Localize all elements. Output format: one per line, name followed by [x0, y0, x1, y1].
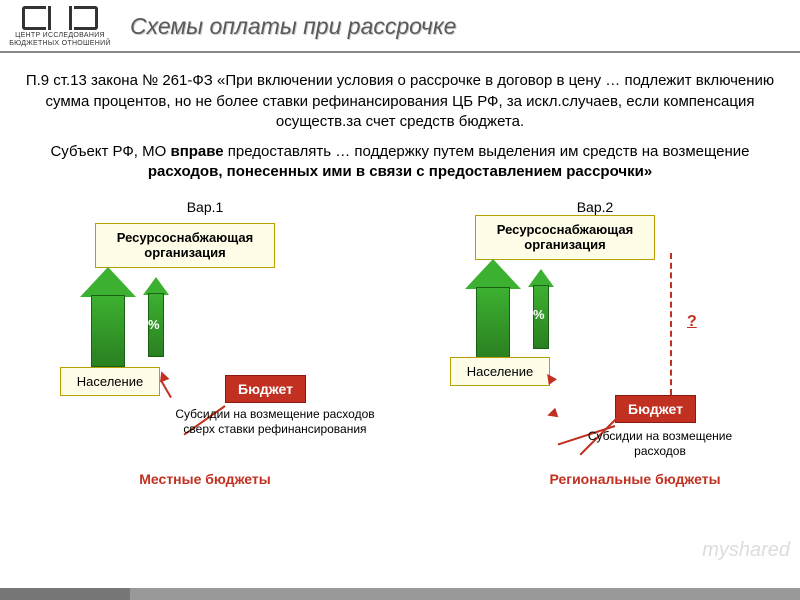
logo-text-1: ЦЕНТР ИССЛЕДОВАНИЯ: [6, 32, 114, 40]
watermark: myshared: [702, 539, 790, 562]
var2-budget-box: Бюджет: [615, 395, 696, 423]
diagrams-row: Вар.1 Ресурсоснабжающая организация % На…: [0, 199, 800, 519]
var1-footer: Местные бюджеты: [25, 471, 385, 487]
var2-dashed-line-icon: [670, 253, 672, 395]
p2-b: предоставлять … поддержку путем выделени…: [224, 143, 750, 160]
logo-icon: [6, 6, 114, 30]
diagram-var1: Вар.1 Ресурсоснабжающая организация % На…: [25, 199, 385, 519]
var1-percent-label: %: [148, 317, 160, 332]
var2-big-arrow-icon: [465, 259, 521, 359]
var1-label: Вар.1: [25, 199, 385, 215]
diagram-var2: Вар.2 Ресурсоснабжающая организация % На…: [415, 199, 775, 519]
logo: ЦЕНТР ИССЛЕДОВАНИЯ БЮДЖЕТНЫХ ОТНОШЕНИЙ: [0, 4, 120, 49]
body-text: П.9 ст.13 закона № 261-ФЗ «При включении…: [0, 53, 800, 198]
p2-bold2: расходов, понесенных ими в связи с предо…: [148, 163, 652, 180]
var2-label: Вар.2: [415, 199, 775, 215]
var1-subsidy-text: Субсидии на возмещение расходов сверх ст…: [175, 407, 375, 437]
var2-subsidy-text: Субсидии на возмещение расходов: [565, 429, 755, 459]
bottom-bar: [0, 588, 800, 600]
var1-budget-box: Бюджет: [225, 375, 306, 403]
var2-resource-box: Ресурсоснабжающая организация: [475, 215, 655, 260]
var2-footer: Региональные бюджеты: [455, 471, 800, 487]
p2-a: Субъект РФ, МО: [50, 143, 170, 160]
var2-population-box: Население: [450, 357, 550, 386]
var1-resource-box: Ресурсоснабжающая организация: [95, 223, 275, 268]
logo-text-2: БЮДЖЕТНЫХ ОТНОШЕНИЙ: [6, 40, 114, 48]
paragraph-1: П.9 ст.13 закона № 261-ФЗ «При включении…: [24, 71, 776, 132]
var2-question-mark: ?: [687, 313, 697, 331]
p2-bold: вправе: [170, 143, 223, 160]
page-title: Схемы оплаты при рассрочке: [120, 13, 456, 40]
paragraph-2: Субъект РФ, МО вправе предоставлять … по…: [24, 142, 776, 183]
var2-percent-label: %: [533, 307, 545, 322]
var1-population-box: Население: [60, 367, 160, 396]
var1-big-arrow-icon: [80, 267, 136, 367]
header: ЦЕНТР ИССЛЕДОВАНИЯ БЮДЖЕТНЫХ ОТНОШЕНИЙ С…: [0, 0, 800, 53]
